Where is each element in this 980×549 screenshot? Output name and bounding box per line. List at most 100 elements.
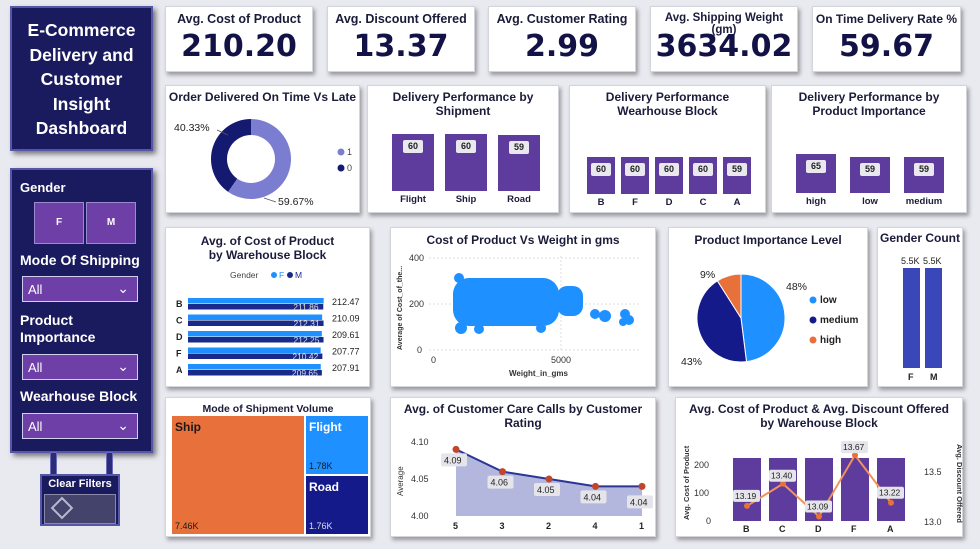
kpi-card-avg-cost: Avg. Cost of Product 210.20 — [165, 6, 313, 72]
data-label-bg — [877, 486, 904, 499]
category-label: D — [176, 332, 183, 342]
discount-point[interactable] — [816, 513, 822, 520]
bar-value-label: 60 — [403, 139, 423, 153]
data-label: 4.04 — [584, 492, 602, 502]
donut-label-late: 40.33% — [174, 122, 210, 134]
bar-f-F[interactable] — [188, 347, 321, 354]
chevron-down-icon: ⌄ — [117, 280, 129, 296]
donut-label-ontime: 59.67% — [278, 196, 314, 208]
gender-f-label: F — [55, 217, 63, 228]
category-label: F — [908, 372, 914, 382]
kpi-card-avg-rating: Avg. Customer Rating 2.99 — [488, 6, 636, 72]
y-tick: 400 — [409, 253, 424, 263]
data-label-bg — [733, 489, 760, 502]
importance-dropdown[interactable]: All ⌄ — [22, 354, 138, 380]
kpi-title: Avg. Customer Rating — [496, 12, 628, 26]
care-point[interactable] — [499, 468, 506, 476]
data-label-bg — [441, 453, 467, 467]
treemap-ship-value: 7.46K — [175, 521, 199, 531]
cost-weight-scatter: 400 200 0 0 5000 Weight_in_gms Average o… — [397, 253, 641, 378]
filter-panel: Gender F M Mode Of Shipping All ⌄ Product… — [10, 168, 153, 453]
category-label: Flight — [400, 194, 426, 205]
bar-f-C[interactable] — [188, 314, 323, 321]
discount-point[interactable] — [780, 480, 786, 487]
scatter-point — [455, 322, 467, 334]
kpi-title: Avg. Shipping Weight (gm) — [664, 12, 784, 36]
bar-m-F[interactable] — [188, 353, 323, 360]
x-tick: 4 — [593, 521, 598, 531]
ship-volume-card: Mode of Shipment Volume Ship 7.46K Fligh… — [165, 397, 371, 537]
leader-line — [263, 197, 277, 203]
bar-value-label: 59 — [509, 140, 529, 154]
treemap-flight[interactable]: Flight 1.78K — [306, 416, 368, 474]
warehouse-perf-card: Delivery Performance Wearhouse Block 60 B… — [569, 85, 766, 213]
x-axis-label: Weight_in_gms — [509, 369, 569, 378]
treemap-road-label: Road — [309, 480, 339, 494]
bar-m-D[interactable] — [188, 337, 324, 343]
care-point[interactable] — [545, 475, 553, 483]
care-point[interactable] — [638, 482, 646, 490]
data-label: 13.67 — [843, 442, 865, 452]
pie-slice-medium[interactable] — [696, 280, 748, 363]
treemap-ship[interactable]: Ship 7.46K — [172, 416, 304, 534]
bar-m-B[interactable] — [188, 304, 324, 310]
bar-f-A[interactable] — [188, 364, 321, 370]
treemap-road[interactable]: Road 1.76K — [306, 476, 368, 534]
shipment-perf-card: Delivery Performance by Shipment 60 Fligh… — [367, 85, 559, 213]
bar-f-label: 207.77 — [332, 347, 360, 357]
bar-value-label: 59 — [914, 163, 934, 177]
pie-slice-low[interactable] — [740, 273, 786, 363]
gender-button-m[interactable]: M — [86, 202, 136, 244]
legend-label-m: M — [295, 270, 302, 280]
bar-m-C[interactable] — [188, 320, 324, 327]
chart-title: Delivery Performance by Product Importan… — [798, 90, 940, 118]
pie-slice-high[interactable] — [716, 273, 742, 320]
gender-label: Gender — [20, 180, 66, 195]
data-label-bg — [534, 483, 560, 496]
cost-bars-group: B 211.86 212.47 C 212.31 210.09 D 212.25 209.61 F… — [176, 297, 360, 378]
chart-title: Avg. of Cost of Product by Warehouse Blo… — [200, 234, 335, 262]
category-label: D — [665, 197, 673, 208]
bar-B[interactable] — [733, 458, 761, 521]
data-label-bg — [487, 475, 514, 489]
y-tick: 0 — [417, 345, 422, 355]
bar-value-label: 60 — [625, 162, 645, 176]
discount-point[interactable] — [852, 452, 858, 459]
x-tick: A — [887, 524, 894, 534]
bar-m-label: 212.25 — [294, 335, 320, 345]
care-point[interactable] — [452, 445, 460, 453]
data-label-bg — [627, 495, 653, 509]
category-label: high — [805, 196, 827, 207]
discount-point[interactable] — [744, 502, 750, 509]
care-point[interactable] — [592, 482, 599, 490]
bar-f-B[interactable] — [188, 298, 324, 304]
data-label: 13.22 — [879, 488, 901, 498]
gender-button-f[interactable]: F — [34, 202, 84, 244]
bar-value-label: 65 — [806, 159, 826, 173]
y2-tick: 13.5 — [924, 467, 942, 477]
cost-by-block-chart: Gender F M B 211.86 212.47 C 212.31 210.09 D 21… — [176, 270, 360, 378]
kpi-card-avg-weight: Avg. Shipping Weight (gm) 3634.02 — [650, 6, 798, 72]
clear-filters-button[interactable]: Clear Filters — [40, 474, 120, 526]
bar-F[interactable] — [903, 268, 920, 368]
bar-m-label: 212.31 — [294, 319, 320, 329]
x-tick: 5000 — [551, 355, 571, 365]
bar-f-D[interactable] — [188, 331, 322, 337]
chevron-down-icon: ⌄ — [117, 358, 129, 374]
y-axis-label: Average of Cost_of_the... — [397, 266, 404, 350]
data-label: 13.19 — [735, 491, 757, 501]
bar-m-A[interactable] — [188, 370, 322, 376]
discount-point[interactable] — [888, 499, 894, 506]
bar-m-label: 211.86 — [293, 302, 319, 312]
combo-group: B C D F A 13.19 13.40 13.09 13.67 13.22 — [733, 441, 905, 534]
legend-label-high: high — [820, 335, 841, 346]
bar-m-label: 210.42 — [292, 352, 318, 362]
bar-M[interactable] — [925, 268, 942, 368]
y2-axis-label: Avg. Discount Offered — [955, 444, 964, 523]
x-tick: 1 — [639, 521, 644, 531]
shipping-mode-dropdown[interactable]: All ⌄ — [22, 276, 138, 302]
kpi-title: On Time Delivery Rate % — [815, 12, 958, 26]
dashboard-title-panel: E-Commerce Delivery and Customer Insight… — [10, 6, 153, 151]
y-tick: 4.05 — [411, 474, 429, 484]
block-dropdown[interactable]: All ⌄ — [22, 413, 138, 439]
